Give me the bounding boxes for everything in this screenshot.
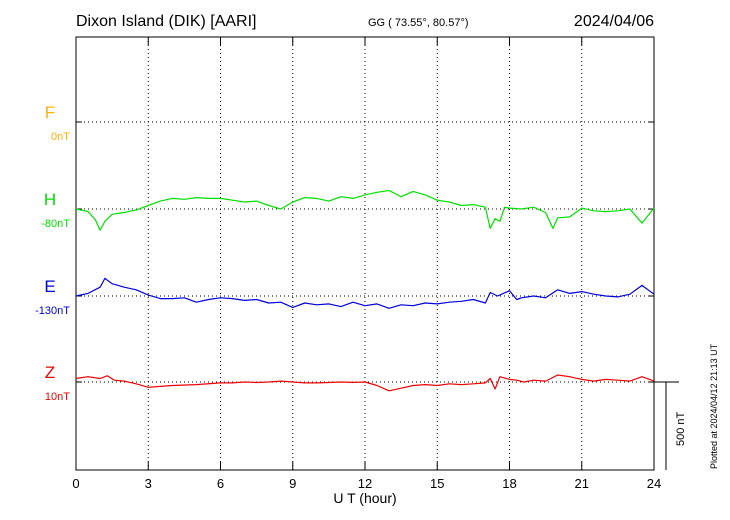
channel-z-baseline: 10nT [45, 391, 70, 403]
x-tick-label: 0 [72, 476, 79, 491]
station-coords: GG ( 73.55°, 80.57°) [368, 17, 469, 29]
x-tick-label: 6 [217, 476, 224, 491]
x-axis-label: U T (hour) [333, 490, 396, 506]
plot-date: 2024/04/06 [574, 13, 654, 30]
x-tick-label: 21 [575, 476, 589, 491]
x-tick-label: 18 [502, 476, 516, 491]
x-tick-label: 3 [145, 476, 152, 491]
series-h-line [75, 189, 655, 231]
series-z-line [75, 374, 655, 392]
x-axis-ticks: 0 3 6 9 12 15 18 21 24 [72, 37, 661, 491]
channel-z-label: Z [45, 363, 55, 382]
x-tick-label: 15 [430, 476, 444, 491]
channel-labels: F 0nT H -80nT E -130nT Z 10nT [35, 103, 70, 403]
channel-f-label: F [45, 103, 55, 122]
plotted-timestamp: Plotted at 2024/04/12 21:13 UT [709, 343, 719, 469]
channel-f-baseline: 0nT [51, 131, 70, 143]
x-tick-label: 12 [358, 476, 372, 491]
scale-bar [654, 381, 679, 470]
x-tick-label: 9 [289, 476, 296, 491]
channel-h-baseline: -80nT [41, 218, 70, 230]
channel-e-baseline: -130nT [35, 305, 70, 317]
station-title: Dixon Island (DIK) [AARI] [76, 13, 257, 30]
channel-h-label: H [44, 190, 56, 209]
series-lines [75, 189, 655, 392]
scale-bar-label: 500 nT [675, 411, 687, 446]
x-tick-label: 24 [647, 476, 661, 491]
series-e-line [75, 277, 655, 309]
channel-e-label: E [44, 277, 55, 296]
grid-lines [76, 37, 654, 470]
